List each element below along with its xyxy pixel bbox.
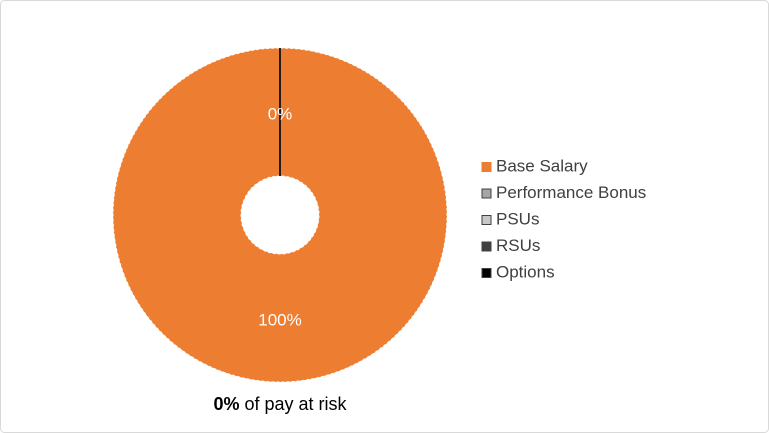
legend-label: Options bbox=[496, 262, 555, 281]
legend-label: PSUs bbox=[496, 209, 539, 228]
caption-text: of pay at risk bbox=[244, 394, 347, 414]
legend-label: Base Salary bbox=[496, 156, 588, 175]
caption: 0% of pay at risk bbox=[213, 394, 347, 414]
legend-label: Performance Bonus bbox=[496, 183, 646, 202]
legend-label: RSUs bbox=[496, 236, 540, 255]
legend-swatch bbox=[481, 268, 492, 278]
caption-value: 0% bbox=[213, 394, 239, 414]
legend-swatch bbox=[481, 241, 492, 252]
data-label: 0% bbox=[268, 104, 293, 123]
legend-swatch bbox=[481, 162, 492, 172]
legend-swatch bbox=[481, 215, 492, 225]
donut-slice bbox=[112, 47, 448, 383]
data-label: 100% bbox=[258, 310, 301, 329]
legend-swatch bbox=[481, 188, 492, 199]
